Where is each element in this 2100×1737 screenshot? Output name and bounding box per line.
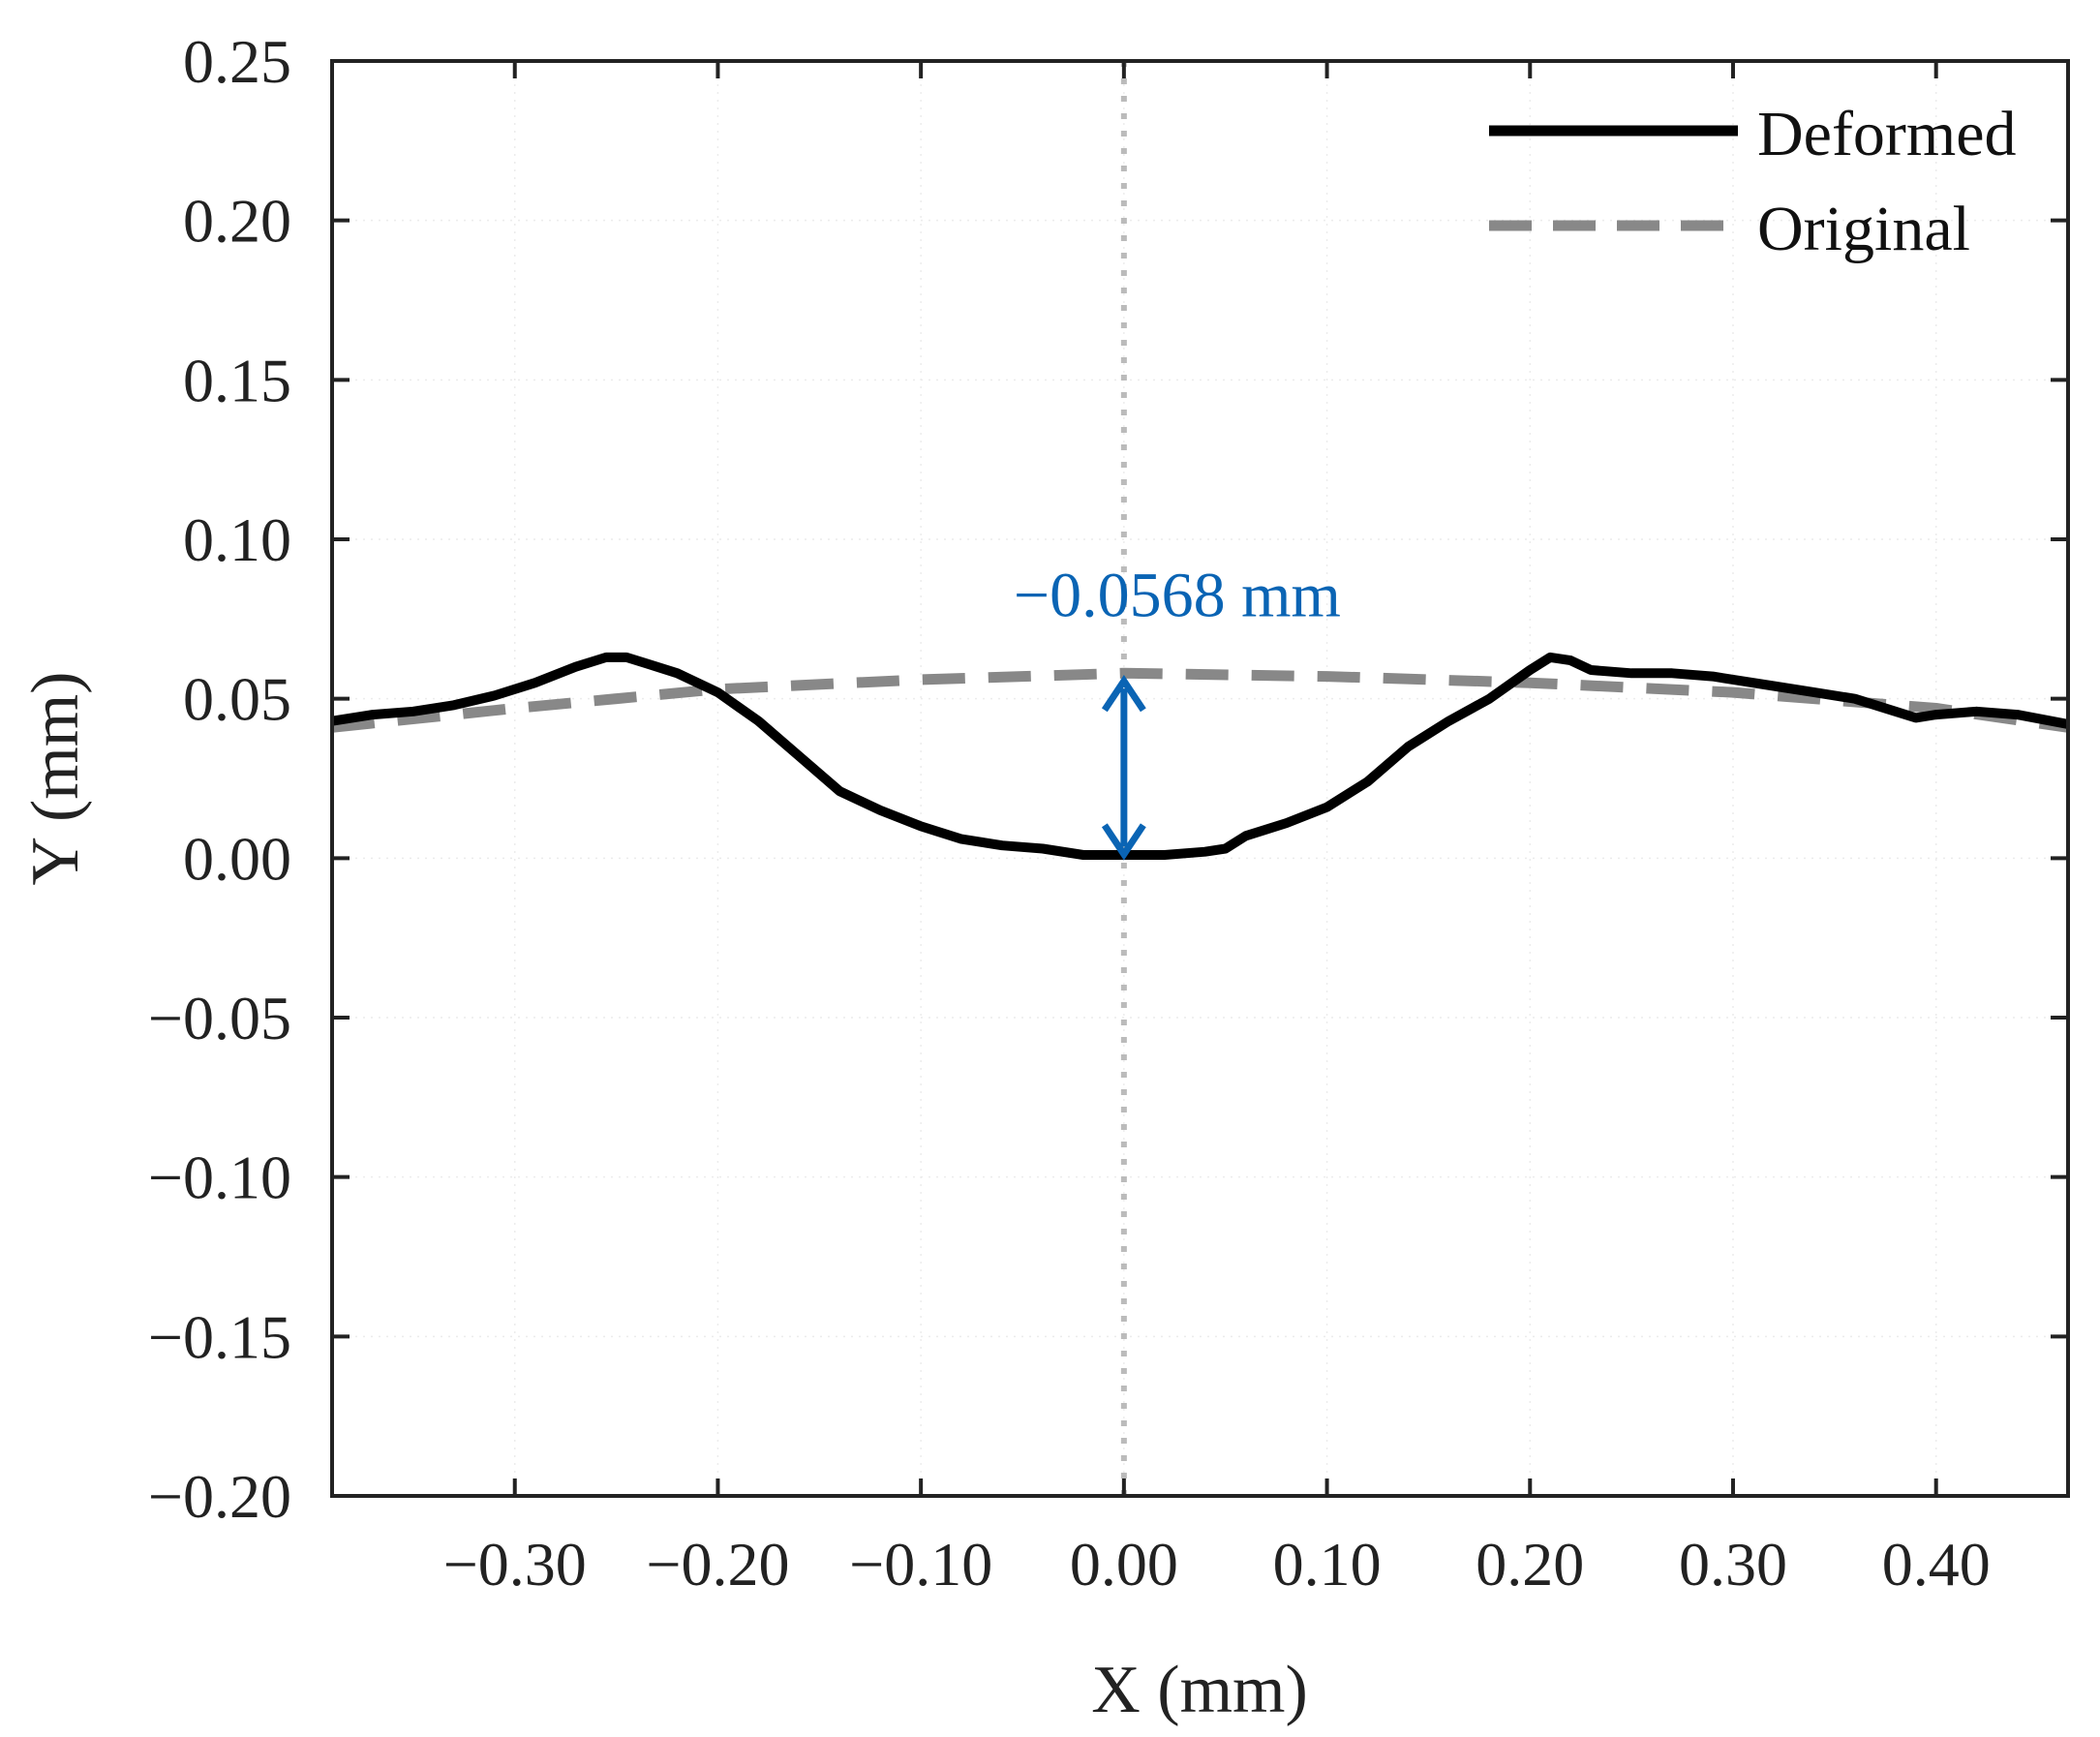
x-axis-title: X (mm) [1091,1653,1308,1727]
y-axis-ticks: 0.25 0.20 0.15 0.10 0.05 0.00 −0.05 −0.10 −0.15 −… [148,27,2068,1531]
x-tick-label: 0.20 [1476,1530,1584,1599]
x-tick-label: 0.40 [1882,1530,1991,1599]
series-layer [332,652,2068,860]
y-tick-label: 0.05 [183,665,291,734]
legend: Deformed Original [1489,99,2017,264]
x-tick-label: −0.10 [849,1530,992,1599]
y-tick-label: 0.00 [183,824,291,893]
x-tick-label: 0.10 [1273,1530,1382,1599]
y-tick-label: −0.20 [148,1462,291,1531]
legend-label-original: Original [1757,194,1970,264]
x-tick-label: −0.30 [443,1530,587,1599]
annotation-arrow-head-top [1101,674,1146,713]
annotation-arrow-head-bottom [1101,823,1146,861]
y-tick-label: 0.20 [183,187,291,256]
series-line-original [332,667,2068,733]
y-tick-label: −0.15 [148,1302,291,1371]
grid-lines [332,60,2068,1497]
y-tick-label: 0.15 [183,346,291,414]
y-tick-label: −0.05 [148,984,291,1052]
x-tick-label: 0.30 [1679,1530,1787,1599]
series-line-deformed [332,652,2068,860]
plot-frame [330,59,2070,1498]
x-tick-label: 0.00 [1070,1530,1178,1599]
y-tick-label: −0.10 [148,1143,291,1212]
x-tick-label: −0.20 [646,1530,789,1599]
legend-label-deformed: Deformed [1757,99,2017,169]
annotation-layer: −0.0568 mm [1014,560,1341,861]
x-axis-ticks: −0.30 −0.20 −0.10 0.00 0.10 0.20 0.30 0.40 [443,61,1991,1599]
y-tick-label: 0.10 [183,505,291,574]
y-tick-label: 0.25 [183,27,291,96]
annotation-label: −0.0568 mm [1014,560,1341,630]
y-axis-title: Y (mm) [18,672,93,886]
